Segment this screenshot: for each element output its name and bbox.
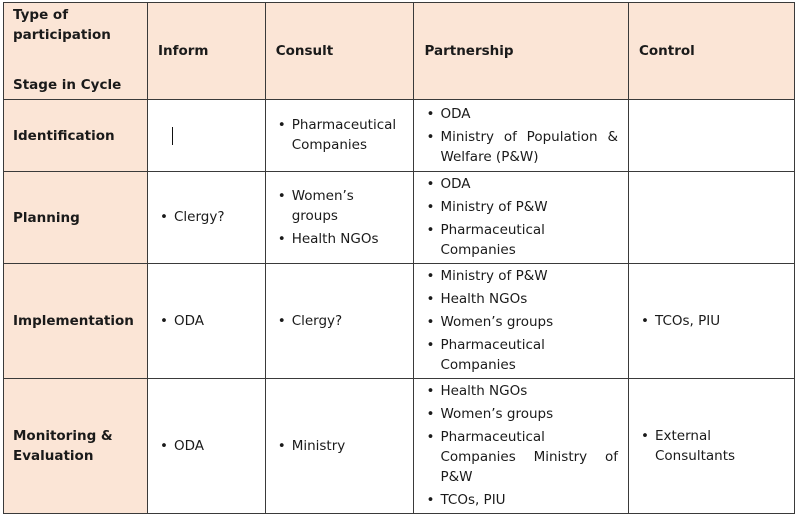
list-item: Ministry of P&W (426, 197, 618, 217)
stage-in-cycle-label: Stage in Cycle (13, 77, 122, 93)
cell-control (627, 171, 795, 264)
list-item: Ministry of Population & Welfare (P&W) (426, 127, 618, 167)
list-item: Clergy? (278, 311, 404, 331)
corner-header-cell: Type of participation Stage in Cycle (3, 2, 148, 100)
list-item: Clergy? (160, 207, 255, 227)
cell-consult: Ministry (264, 378, 415, 514)
row-header-monitoring-evaluation: Monitoring & Evaluation (3, 378, 148, 514)
row-header-planning: Planning (3, 171, 148, 264)
table-row: Implementation ODA Clergy? Ministry of P… (3, 263, 795, 379)
table-row: Planning Clergy? Women’s groups Health N… (3, 171, 795, 264)
list-item: TCOs, PIU (426, 490, 618, 510)
column-header-consult: Consult (264, 2, 415, 100)
list-item: ODA (426, 104, 618, 124)
cell-partnership: ODA Ministry of Population & Welfare (P&… (413, 99, 629, 172)
cell-control: TCOs, PIU (627, 263, 795, 379)
type-of-participation-label: Type of participation (13, 7, 111, 43)
participation-matrix-table: Type of participation Stage in Cycle Inf… (3, 2, 795, 514)
list-item: Ministry (278, 436, 404, 456)
list-item: Women’s groups (278, 186, 404, 226)
row-header-identification: Identification (3, 99, 148, 172)
list-item: Pharmaceutical Companies (278, 115, 404, 155)
list-item: Pharmaceutical Companies Ministry of P&W (426, 427, 618, 487)
column-header-control: Control (627, 2, 795, 100)
row-header-implementation: Implementation (3, 263, 148, 379)
column-header-inform: Inform (146, 2, 266, 100)
cell-partnership: Ministry of P&W Health NGOs Women’s grou… (413, 263, 629, 379)
cell-control (627, 99, 795, 172)
header-row: Type of participation Stage in Cycle Inf… (3, 2, 795, 100)
table-row: Monitoring & Evaluation ODA Ministry Hea… (3, 378, 795, 514)
table-row: Identification Pharmaceutical Companies … (3, 99, 795, 172)
cell-consult: Pharmaceutical Companies (264, 99, 415, 172)
list-item: Women’s groups (426, 404, 618, 424)
list-item: ODA (160, 436, 255, 456)
cell-control: External Consultants (627, 378, 795, 514)
list-item: ODA (160, 311, 255, 331)
cell-inform: ODA (146, 263, 266, 379)
cell-partnership: ODA Ministry of P&W Pharmaceutical Compa… (413, 171, 629, 264)
cell-consult: Women’s groups Health NGOs (264, 171, 415, 264)
cell-consult: Clergy? (264, 263, 415, 379)
cell-partnership: Health NGOs Women’s groups Pharmaceutica… (413, 378, 629, 514)
list-item: Health NGOs (278, 229, 404, 249)
list-item: Health NGOs (426, 289, 618, 309)
list-item: Health NGOs (426, 381, 618, 401)
cell-inform (146, 99, 266, 172)
list-item: Ministry of P&W (426, 266, 618, 286)
cell-inform: ODA (146, 378, 266, 514)
list-item: Pharmaceutical Companies (426, 335, 618, 375)
list-item: Women’s groups (426, 312, 618, 332)
list-item: ODA (426, 174, 618, 194)
list-item: External Consultants (641, 426, 784, 466)
column-header-partnership: Partnership (413, 2, 629, 100)
cell-inform: Clergy? (146, 171, 266, 264)
list-item: Pharmaceutical Companies (426, 220, 618, 260)
text-cursor (171, 126, 173, 145)
list-item: TCOs, PIU (641, 311, 784, 331)
